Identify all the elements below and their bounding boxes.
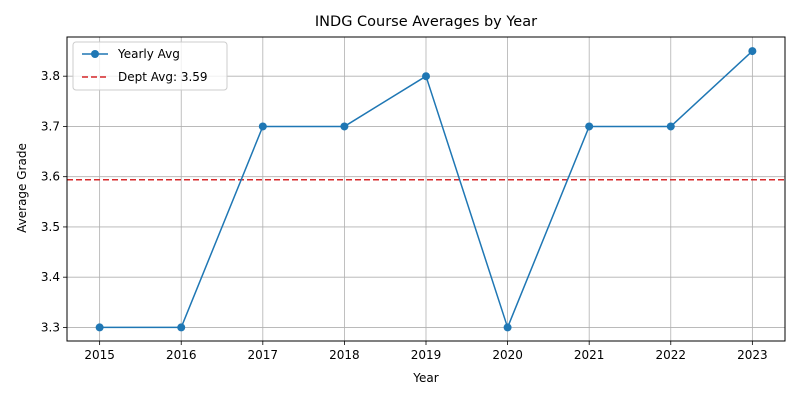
y-tick-label: 3.3	[41, 320, 60, 334]
data-point	[95, 323, 104, 332]
y-tick-label: 3.6	[41, 170, 60, 184]
data-point	[585, 122, 594, 131]
x-tick-label: 2021	[574, 348, 605, 362]
legend-series-marker	[91, 50, 99, 58]
x-tick-label: 2016	[166, 348, 197, 362]
data-point	[666, 122, 675, 131]
x-tick-label: 2023	[737, 348, 768, 362]
data-point	[340, 122, 349, 131]
x-axis-ticks: 2015 2016 2017 2018 2019 2020 2021 2022 2023	[84, 341, 768, 362]
x-tick-label: 2018	[329, 348, 360, 362]
x-tick-label: 2015	[84, 348, 115, 362]
data-point	[748, 47, 757, 56]
data-point	[177, 323, 186, 332]
series-layer	[95, 47, 757, 332]
x-tick-label: 2017	[248, 348, 279, 362]
data-point	[503, 323, 512, 332]
chart-title: INDG Course Averages by Year	[315, 14, 537, 30]
y-tick-label: 3.4	[41, 270, 60, 284]
data-point	[422, 72, 430, 81]
x-tick-label: 2019	[411, 348, 442, 362]
legend-reference-label: Dept Avg: 3.59	[118, 70, 208, 84]
x-axis-label: Year	[412, 371, 438, 385]
y-axis-ticks: 3.3 3.4 3.5 3.6 3.7 3.8	[41, 69, 67, 334]
y-tick-label: 3.5	[41, 220, 60, 234]
x-tick-label: 2022	[655, 348, 686, 362]
legend: Yearly Avg Dept Avg: 3.59	[72, 41, 228, 91]
y-tick-label: 3.8	[41, 69, 60, 83]
data-point	[258, 122, 267, 131]
legend-series-label: Yearly Avg	[117, 47, 180, 61]
legend-box	[72, 41, 228, 91]
y-tick-label: 3.7	[41, 119, 60, 133]
y-axis-label: Average Grade	[15, 143, 29, 233]
x-tick-label: 2020	[492, 348, 523, 362]
